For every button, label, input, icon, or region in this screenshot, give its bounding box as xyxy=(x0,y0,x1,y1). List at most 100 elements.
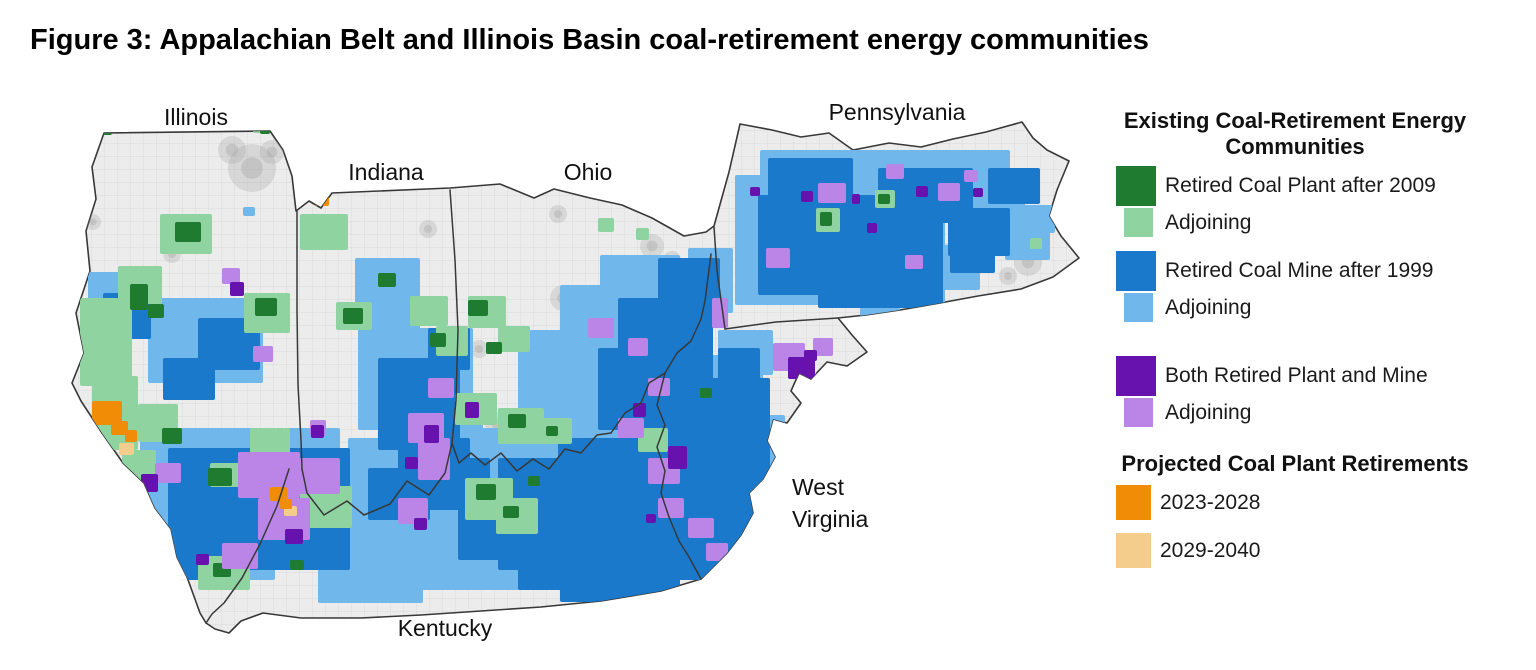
map-patch-p xyxy=(175,222,201,242)
legend-label: 2023-2028 xyxy=(1160,490,1261,514)
map-patch-p xyxy=(700,388,712,398)
map-patch-pa xyxy=(696,166,710,192)
map-patch-ma xyxy=(1005,225,1050,260)
map-patch-p xyxy=(148,304,164,318)
map-patch-pa xyxy=(638,428,668,452)
map-patch-m xyxy=(718,348,760,408)
metro-speckle xyxy=(999,267,1017,285)
map-patch-b xyxy=(424,425,439,443)
map-patch-b xyxy=(311,425,324,438)
map-patch-p xyxy=(430,333,446,347)
state-label-west-virginia: West xyxy=(792,474,845,500)
community-patches xyxy=(80,126,1055,603)
legend-swatch xyxy=(1116,251,1156,291)
map-patch-b xyxy=(285,529,303,544)
legend-swatch xyxy=(1124,208,1153,237)
map-patch-ba xyxy=(418,438,450,480)
map-patch-o1 xyxy=(92,401,122,425)
map-patch-ma xyxy=(518,330,603,430)
map-patch-ba xyxy=(618,418,644,438)
metro-speckle-core xyxy=(474,344,484,354)
map-patch-p xyxy=(208,468,232,486)
map-patch-p xyxy=(546,426,558,436)
legend-item-primary: Retired Coal Mine after 1999 xyxy=(1116,251,1490,291)
legend-item-projected: 2023-2028 xyxy=(1116,485,1490,520)
legend-swatch xyxy=(1116,166,1156,206)
map-patch-p xyxy=(476,484,496,500)
map-patch-b xyxy=(804,350,817,361)
map-patch-b xyxy=(916,186,928,197)
map-patch-ba xyxy=(766,248,790,268)
map-patch-pa xyxy=(410,296,448,326)
state-label-kentucky: Kentucky xyxy=(398,615,493,641)
map-patch-m xyxy=(818,238,943,308)
map-patch-p xyxy=(698,170,708,186)
map-patch-ba xyxy=(712,298,728,328)
map-patch-p xyxy=(343,308,363,324)
map-patch-p xyxy=(103,129,112,135)
map-patch-b xyxy=(230,282,244,296)
legend-swatch xyxy=(1124,293,1153,322)
map-patch-pa xyxy=(300,214,348,250)
map-patch-o1 xyxy=(280,499,292,509)
map-patch-b xyxy=(668,446,687,469)
metro-speckle xyxy=(549,205,567,223)
map-patch-b xyxy=(788,357,815,379)
map-patch-ba xyxy=(688,518,714,538)
legend-item-adjoining: Adjoining xyxy=(1124,208,1490,237)
map-patch-pa xyxy=(80,298,132,386)
metro-speckle xyxy=(260,140,284,164)
map-patch-ba xyxy=(238,452,300,498)
map-patch-b xyxy=(801,191,813,202)
legend-label: 2029-2040 xyxy=(1160,538,1261,562)
map-patch-b xyxy=(633,403,646,417)
map-patch-ma xyxy=(1020,205,1055,233)
legend-label: Retired Coal Mine after 1999 xyxy=(1165,259,1434,282)
legend-item-adjoining: Adjoining xyxy=(1124,293,1490,322)
map-patch-p xyxy=(820,212,832,226)
map-patch-ba xyxy=(398,498,428,524)
map-patch-m xyxy=(988,168,1040,204)
map-patch-pa xyxy=(636,228,649,240)
legend-label: Adjoining xyxy=(1165,210,1252,234)
legend-swatch xyxy=(1116,356,1156,396)
state-border xyxy=(205,468,290,624)
map-patch-ba xyxy=(155,463,181,483)
state-border xyxy=(664,253,712,374)
state-label-indiana: Indiana xyxy=(348,159,424,185)
metro-speckle-core xyxy=(423,224,433,234)
legend-item-primary: Retired Coal Plant after 2009 xyxy=(1116,166,1490,206)
metro-speckle xyxy=(470,340,488,358)
state-border xyxy=(656,372,702,580)
metro-speckle-core xyxy=(225,143,239,157)
map-patch-ba xyxy=(222,268,240,284)
legend-header-existing: Existing Coal-Retirement Energy Communit… xyxy=(1123,108,1467,159)
legend-label: Both Retired Plant and Mine xyxy=(1165,364,1428,387)
map-patch-ba xyxy=(938,183,960,201)
map-patch-ba xyxy=(648,378,670,396)
map-patch-m xyxy=(950,235,995,273)
map-patch-ba xyxy=(706,543,728,561)
map-patch-ma xyxy=(243,207,255,216)
metro-speckle-core xyxy=(266,146,278,158)
map-patch-b xyxy=(414,518,427,530)
map-patch-pa xyxy=(598,218,614,232)
map-patch-m xyxy=(658,258,720,328)
state-border xyxy=(296,210,303,470)
map-patch-ma xyxy=(318,568,360,590)
map-patch-p xyxy=(486,342,502,354)
state-label-ohio: Ohio xyxy=(564,159,613,185)
map-legend: Existing Coal-Retirement Energy Communit… xyxy=(1100,108,1490,581)
map-patch-ba xyxy=(428,378,454,398)
metro-speckle xyxy=(419,220,437,238)
state-border xyxy=(449,189,459,444)
map-patch-p xyxy=(503,506,519,518)
state-label-west-virginia: Virginia xyxy=(792,506,868,532)
map-patch-ba xyxy=(886,164,904,179)
legend-header-projected: Projected Coal Plant Retirements xyxy=(1121,451,1469,476)
map-patch-o2 xyxy=(119,443,134,455)
metro-speckle-core xyxy=(241,157,263,179)
state-labels: Illinois Indiana Ohio Pennsylvania West Virgi… xyxy=(164,99,966,641)
legend-label: Retired Coal Plant after 2009 xyxy=(1165,174,1436,197)
